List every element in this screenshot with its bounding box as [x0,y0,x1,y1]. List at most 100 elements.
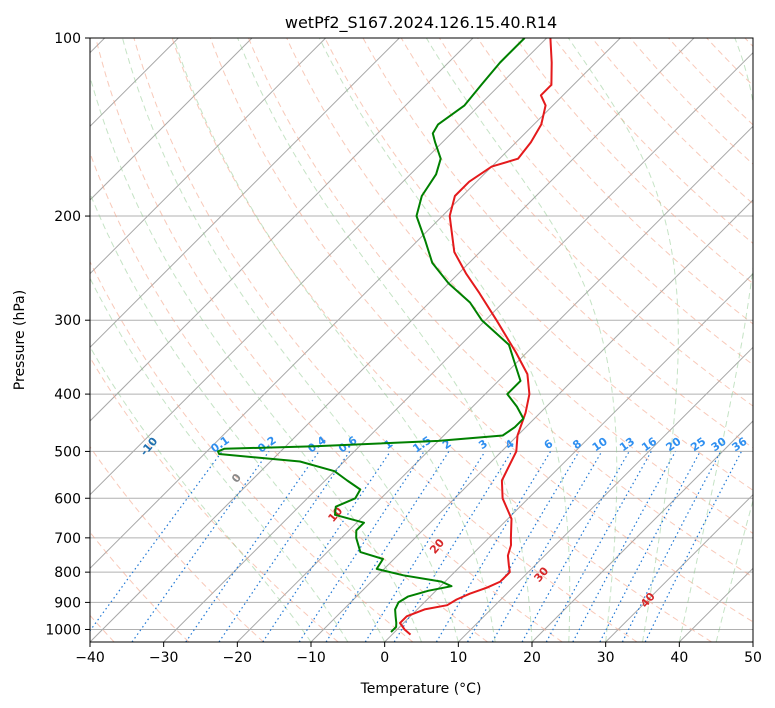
x-tick-label: 0 [380,650,389,666]
y-tick-label: 700 [54,531,81,547]
chart-title: wetPf2_S167.2024.126.15.40.R14 [285,13,557,33]
dry-adiabat-line [706,38,753,87]
dry-adiabat-line [90,260,414,642]
axes: −40 −30 −20 −10 0 10 20 30 40 50 1000 900 800 700 600 5… [45,31,762,666]
mixing-ratio-line [298,451,425,642]
isotherm-line [678,567,753,642]
x-tick-label: −20 [223,650,253,666]
isotherm-line [90,38,474,422]
sounding-series [217,38,553,636]
dry-adiabat-line [286,38,753,534]
isotherm-line [90,38,548,496]
mixing-ratio-line [131,451,270,642]
mixing-ratio-line [185,451,320,642]
isotherm-line [310,199,753,642]
isotherm-line [90,38,327,275]
moist-adiabat-line [173,38,496,642]
y-tick-label: 200 [54,209,81,225]
x-tick-label: −10 [296,650,326,666]
dry-adiabat-line [591,38,753,205]
x-tick-label: −30 [149,650,179,666]
dry-adiabat-label: 20 [427,536,447,556]
dry-adiabat-line [133,38,638,642]
dry-adiabat-line [744,38,753,48]
isotherm-line [236,125,753,642]
dry-adiabat-line [668,38,753,126]
isotherm-line [90,38,695,642]
background-line-labels: 0.10.20.40.611.52346810131620253036-100-… [138,433,750,610]
mixing-ratio-line [521,451,630,642]
x-tick-label: 10 [449,650,467,666]
y-tick-label: 500 [54,444,81,460]
mixing-ratio-label: 0.4 [305,433,329,455]
isotherm-line [90,38,253,201]
moist-adiabat-line [678,38,753,642]
isotherm-line [163,51,753,642]
plot-frame [89,37,754,643]
isotherm-line [605,493,753,642]
mixing-ratio-line [466,451,580,642]
mixing-ratio-line [393,451,513,642]
dry-adiabat-label: -10 [138,435,161,459]
y-tick-label: 900 [54,595,81,611]
mixing-ratio-label: 1.5 [410,434,433,456]
dewpoint-profile-line [217,38,526,633]
y-tick-label: 100 [54,31,81,47]
dry-adiabat-line [515,38,753,285]
dry-adiabat-line [95,38,563,642]
moist-adiabat-line [90,277,349,642]
dry-adiabat-line [90,356,339,642]
x-tick-label: −40 [75,650,105,666]
moist-adiabat-line [90,192,386,642]
moist-adiabat-line [122,38,459,642]
dry-adiabat-line [324,38,753,491]
mixing-ratio-line [325,451,450,642]
mixing-ratio-label: 0.1 [208,434,231,456]
dry-adiabat-line [553,38,753,245]
dry-adiabat-line [248,38,753,578]
mixing-ratio-line [90,451,223,632]
y-tick-label: 600 [54,491,81,507]
isotherm-line [384,272,753,642]
dry-adiabat-line [400,38,753,407]
moist-adiabat-line [715,498,753,642]
x-axis-label: Temperature (°C) [360,681,482,697]
moist-adiabat-line [237,38,533,642]
temperature-profile-line [399,38,553,636]
dry-adiabat-line [362,38,753,449]
y-tick-label: 300 [54,313,81,329]
mixing-ratio-line [545,451,652,642]
x-tick-label: 20 [523,650,541,666]
x-tick-label: 50 [744,650,762,666]
dry-adiabat-line [629,38,753,165]
dry-adiabat-line [209,38,753,623]
mixing-ratio-line [364,451,486,642]
moist-adiabat-line [90,345,312,642]
mixing-ratio-line [599,451,701,642]
y-tick-label: 800 [54,565,81,581]
background-lines [90,38,753,642]
moist-adiabat-line [90,74,422,642]
y-tick-label: 400 [54,387,81,403]
isotherm-line [90,38,621,570]
isotherm-line [752,641,753,642]
isotherm-line [531,420,753,642]
y-axis-label: Pressure (hPa) [12,290,28,390]
dry-adiabat-line [477,38,753,325]
mixing-ratio-label: 3 [476,437,490,452]
isotherm-line [457,346,753,642]
dry-adiabat-line [90,151,488,642]
x-tick-label: 30 [597,650,615,666]
moist-adiabat-line [425,38,618,642]
mixing-ratio-line [435,451,552,642]
dry-adiabat-line [171,38,712,642]
y-tick-label: 1000 [45,622,81,638]
mixing-ratio-line [572,451,677,642]
moist-adiabat-line [318,38,571,642]
x-tick-label: 40 [670,650,688,666]
dry-adiabat-line [438,38,753,366]
dry-adiabat-line [90,531,190,642]
mixing-ratio-line [262,451,391,642]
moist-adiabat-line [567,38,679,642]
